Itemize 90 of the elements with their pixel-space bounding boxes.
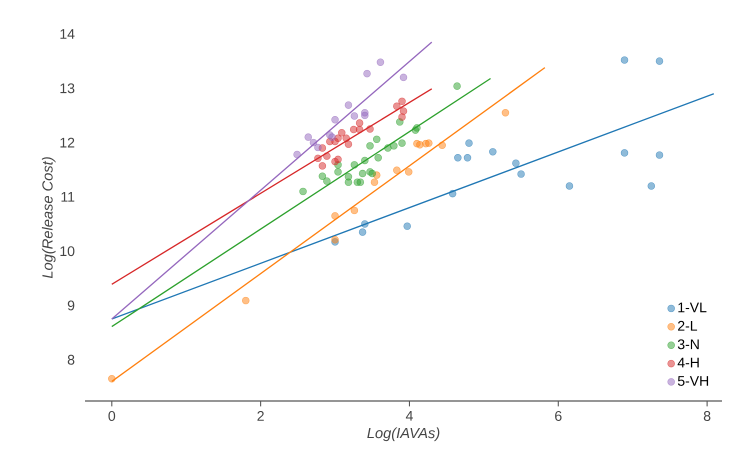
point [350, 161, 358, 169]
point [344, 101, 352, 109]
point [656, 151, 664, 159]
point [310, 138, 318, 146]
point [372, 136, 380, 144]
point [323, 177, 331, 185]
point [304, 133, 312, 141]
x-tick-label: 0 [108, 411, 116, 421]
legend-label: 3-N [678, 339, 699, 350]
point [361, 112, 369, 120]
point [331, 116, 339, 124]
point [242, 296, 250, 304]
point [403, 222, 411, 230]
x-tick-label: 4 [406, 411, 413, 421]
point [648, 182, 656, 190]
point [398, 139, 406, 147]
point [334, 168, 342, 176]
point [438, 142, 446, 150]
y-tick-label: 14 [60, 29, 75, 39]
point [361, 156, 369, 164]
point [465, 139, 473, 147]
point [448, 190, 456, 198]
legend-label: 4-H [678, 358, 699, 368]
point [299, 188, 307, 196]
legend-label: 5-VH [678, 376, 708, 386]
point [361, 220, 369, 228]
point [398, 98, 406, 106]
point [454, 154, 462, 162]
point [620, 56, 628, 64]
point [620, 149, 628, 157]
y-tick-label: 10 [60, 246, 74, 256]
point [358, 170, 366, 178]
point [334, 156, 342, 164]
y-tick-label: 9 [68, 300, 74, 310]
point [404, 168, 412, 176]
x-axis-title: Log(IAVAs) [367, 427, 440, 442]
legend-label: 1-VL [678, 302, 706, 312]
point [425, 139, 433, 147]
point [366, 142, 374, 150]
point [400, 107, 408, 115]
y-tick-label: 13 [60, 83, 74, 94]
point [393, 102, 401, 110]
point [350, 112, 358, 120]
point [502, 108, 510, 116]
point [314, 144, 322, 152]
point [363, 70, 371, 78]
point [566, 182, 574, 190]
point [331, 212, 339, 220]
point [293, 150, 301, 158]
y-tick-label: 12 [60, 138, 74, 148]
point [376, 58, 384, 66]
point [384, 144, 392, 152]
x-tick-label: 8 [704, 411, 710, 421]
point [108, 374, 116, 382]
point [314, 154, 322, 162]
point [331, 236, 339, 244]
point [393, 166, 401, 174]
point [356, 119, 364, 127]
point [344, 178, 352, 186]
point [344, 140, 352, 148]
point [342, 134, 350, 142]
point [318, 172, 326, 180]
point [512, 159, 520, 167]
point [356, 178, 364, 186]
y-tick-label: 8 [68, 354, 74, 365]
point [318, 162, 326, 170]
x-tick-label: 6 [555, 411, 562, 421]
point [358, 228, 366, 236]
point [323, 152, 331, 160]
point [356, 126, 364, 134]
point [489, 148, 497, 156]
legend-label: 2-L [678, 320, 698, 331]
point [338, 129, 346, 137]
point [400, 74, 408, 82]
point [390, 142, 398, 150]
point [366, 125, 374, 133]
point [350, 206, 358, 214]
point [350, 126, 358, 134]
point [656, 57, 664, 65]
point [517, 170, 525, 178]
point [398, 113, 406, 121]
y-tick-label: 11 [61, 192, 74, 202]
point [453, 82, 461, 90]
point [464, 154, 472, 162]
point [374, 154, 382, 162]
point [368, 170, 376, 178]
y-axis-title: Log(Release Cost) [42, 157, 56, 278]
x-tick-label: 2 [257, 411, 264, 421]
point [370, 178, 378, 186]
point [416, 141, 424, 148]
